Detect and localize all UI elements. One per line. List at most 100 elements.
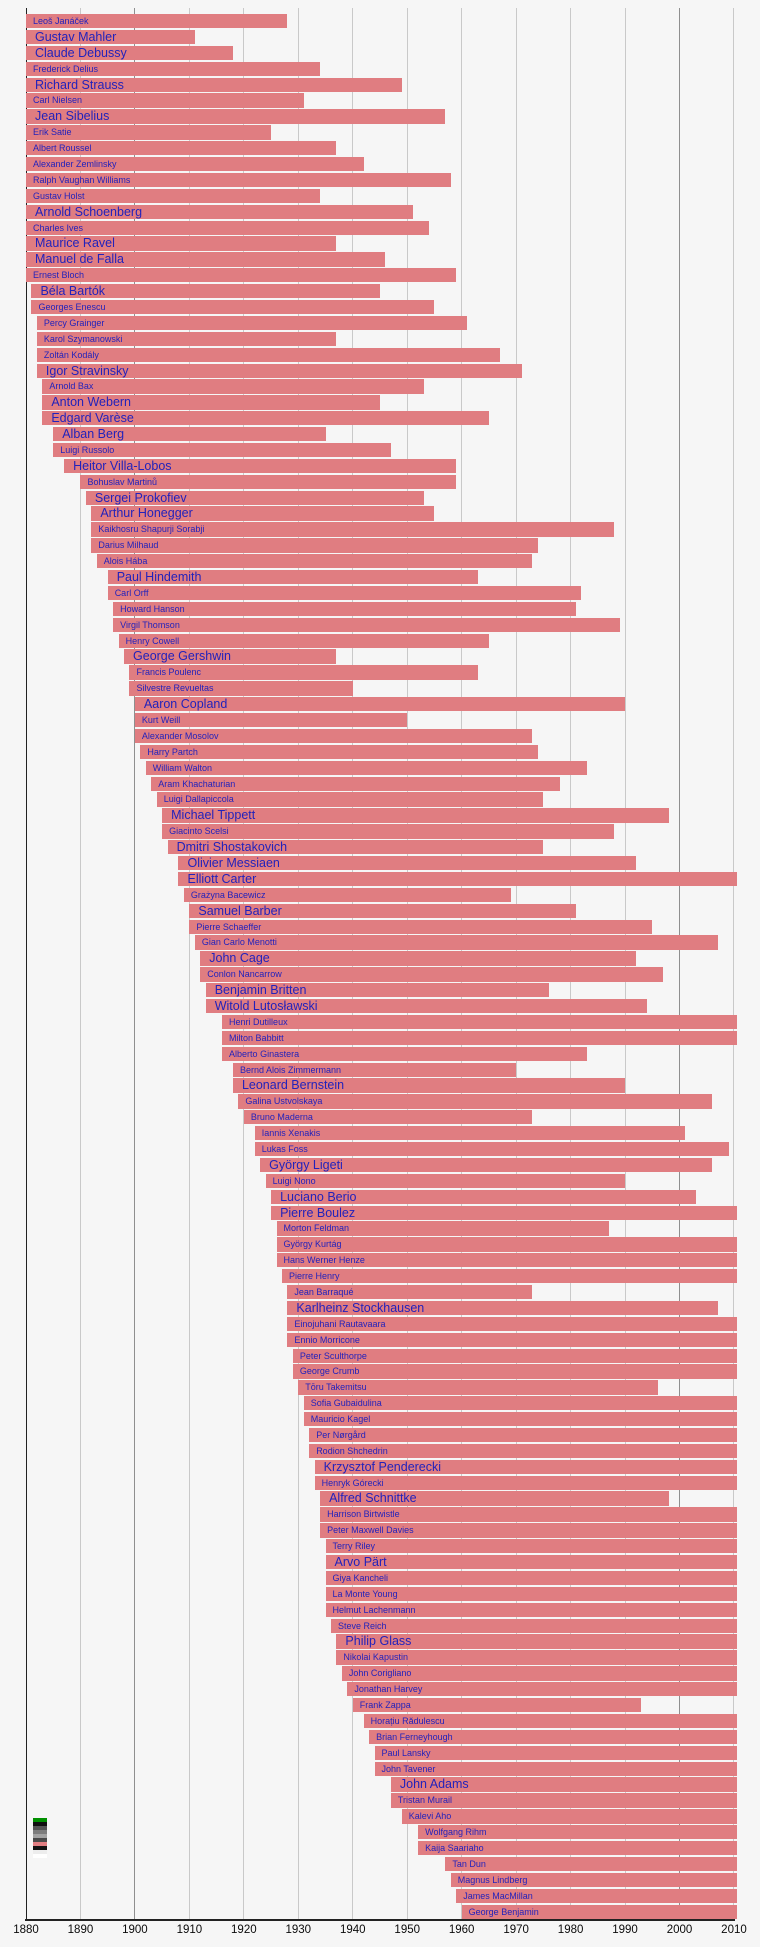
composer-name-link[interactable]: Kaija Saariaho: [425, 1843, 484, 1853]
composer-name-link[interactable]: Peter Sculthorpe: [299, 1350, 367, 1361]
composer-name-link[interactable]: La Monte Young: [332, 1588, 398, 1599]
composer-name-link[interactable]: Henri Dutilleux: [229, 1016, 288, 1027]
composer-name-link[interactable]: John Tavener: [381, 1763, 436, 1774]
composer-name-link[interactable]: Carl Nielsen: [33, 95, 83, 106]
composer-name-link[interactable]: Ennio Morricone: [294, 1334, 360, 1345]
composer-name-link[interactable]: Benjamin Britten: [214, 983, 307, 998]
composer-name-link[interactable]: Grażyna Bacewicz: [190, 889, 266, 900]
composer-name-link[interactable]: Ralph Vaughan Williams: [33, 174, 131, 185]
composer-name-link[interactable]: Percy Grainger: [43, 317, 105, 328]
composer-name-link[interactable]: Samuel Barber: [198, 903, 282, 918]
composer-name-link[interactable]: Steve Reich: [337, 1620, 387, 1631]
composer-name-link[interactable]: Einojuhani Rautavaara: [294, 1318, 386, 1329]
composer-name-link[interactable]: Alfred Schnittke: [329, 1491, 417, 1506]
composer-name-link[interactable]: Dmitri Shostakovich: [176, 840, 288, 855]
composer-name-link[interactable]: Arvo Pärt: [334, 1555, 387, 1570]
composer-name-link[interactable]: George Crumb: [299, 1366, 360, 1377]
composer-name-link[interactable]: Krzysztof Penderecki: [323, 1459, 442, 1474]
composer-name-link[interactable]: Carl Orff: [114, 587, 149, 598]
composer-name-link[interactable]: Horațiu Rădulescu: [370, 1715, 445, 1726]
composer-name-link[interactable]: Luigi Russolo: [60, 444, 115, 455]
composer-name-link[interactable]: Luigi Nono: [272, 1175, 316, 1186]
composer-name-link[interactable]: Per Nørgård: [316, 1429, 366, 1440]
composer-name-link[interactable]: Erik Satie: [33, 127, 72, 138]
composer-name-link[interactable]: Arnold Schoenberg: [35, 204, 143, 219]
composer-name-link[interactable]: Edgard Varèse: [51, 411, 134, 426]
composer-name-link[interactable]: Claude Debussy: [35, 45, 127, 60]
composer-name-link[interactable]: Mauricio Kagel: [310, 1414, 371, 1425]
composer-name-link[interactable]: Arnold Bax: [49, 381, 94, 392]
composer-name-link[interactable]: Howard Hanson: [120, 603, 185, 614]
composer-name-link[interactable]: Peter Maxwell Davies: [327, 1525, 414, 1536]
composer-name-link[interactable]: Richard Strauss: [35, 77, 124, 92]
composer-name-link[interactable]: George Benjamin: [468, 1906, 539, 1917]
composer-name-link[interactable]: Harry Partch: [147, 746, 198, 757]
composer-name-link[interactable]: Galina Ustvolskaya: [245, 1096, 323, 1107]
composer-name-link[interactable]: Hans Werner Henze: [283, 1255, 365, 1266]
composer-name-link[interactable]: Magnus Lindberg: [457, 1874, 528, 1885]
composer-name-link[interactable]: Paul Lansky: [381, 1747, 431, 1758]
composer-name-link[interactable]: Elliott Carter: [187, 871, 257, 886]
composer-name-link[interactable]: Tristan Murail: [397, 1795, 453, 1806]
composer-name-link[interactable]: Brian Ferneyhough: [376, 1731, 453, 1742]
composer-name-link[interactable]: Zoltán Kodály: [43, 349, 99, 360]
composer-name-link[interactable]: Alexander Zemlinsky: [33, 158, 117, 169]
composer-name-link[interactable]: Pierre Schaeffer: [196, 921, 262, 932]
composer-name-link[interactable]: Ernest Bloch: [33, 270, 85, 281]
composer-name-link[interactable]: Aram Khachaturian: [158, 778, 236, 789]
composer-name-link[interactable]: Morton Feldman: [283, 1223, 350, 1234]
composer-name-link[interactable]: Tan Dun: [452, 1858, 486, 1869]
composer-name-link[interactable]: Aaron Copland: [143, 697, 228, 712]
composer-name-link[interactable]: Helmut Lachenmann: [332, 1604, 416, 1615]
composer-name-link[interactable]: Luciano Berio: [280, 1189, 357, 1204]
composer-name-link[interactable]: Giya Kancheli: [332, 1572, 389, 1583]
composer-name-link[interactable]: Leonard Bernstein: [241, 1078, 345, 1093]
composer-name-link[interactable]: Jonathan Harvey: [354, 1684, 423, 1695]
composer-name-link[interactable]: Albert Roussel: [33, 143, 92, 154]
composer-name-link[interactable]: Sofia Gubaidulina: [310, 1398, 382, 1409]
composer-name-link[interactable]: Olivier Messiaen: [187, 856, 280, 870]
composer-name-link[interactable]: Bohuslav Martinů: [87, 476, 157, 487]
composer-name-link[interactable]: Witold Lutosławski: [214, 998, 318, 1013]
composer-name-link[interactable]: Rodion Shchedrin: [316, 1445, 388, 1456]
composer-name-link[interactable]: Jean Barraqué: [294, 1286, 354, 1297]
composer-name-link[interactable]: Lukas Foss: [261, 1143, 308, 1154]
composer-name-link[interactable]: Kalevi Aho: [408, 1811, 452, 1822]
composer-name-link[interactable]: Jean Sibelius: [35, 109, 110, 124]
composer-name-link[interactable]: Henryk Górecki: [321, 1477, 384, 1488]
composer-name-link[interactable]: Virgil Thomson: [120, 619, 180, 630]
composer-name-link[interactable]: Giacinto Scelsi: [169, 826, 229, 837]
composer-name-link[interactable]: Pierre Henry: [288, 1271, 340, 1282]
composer-name-link[interactable]: Heitor Villa-Lobos: [73, 458, 172, 473]
composer-name-link[interactable]: Georges Enescu: [38, 301, 106, 312]
composer-name-link[interactable]: Milton Babbitt: [229, 1032, 284, 1043]
composer-name-link[interactable]: Manuel de Falla: [35, 252, 124, 267]
composer-name-link[interactable]: Conlon Nancarrow: [207, 969, 282, 980]
composer-name-link[interactable]: Iannis Xenakis: [261, 1128, 321, 1139]
composer-name-link[interactable]: Béla Bartók: [40, 284, 106, 299]
composer-name-link[interactable]: Alban Berg: [62, 427, 125, 442]
composer-name-link[interactable]: Charles Ives: [33, 222, 84, 233]
composer-name-link[interactable]: Gustav Holst: [33, 190, 85, 201]
composer-name-link[interactable]: Karol Szymanowski: [43, 333, 123, 344]
composer-name-link[interactable]: Igor Stravinsky: [45, 363, 129, 378]
composer-name-link[interactable]: Maurice Ravel: [35, 236, 115, 251]
composer-name-link[interactable]: Henry Cowell: [125, 635, 180, 646]
composer-name-link[interactable]: Paul Hindemith: [116, 570, 202, 585]
composer-name-link[interactable]: György Kurtág: [283, 1239, 342, 1250]
composer-name-link[interactable]: Arthur Honegger: [100, 506, 193, 521]
composer-name-link[interactable]: James MacMillan: [463, 1890, 533, 1901]
composer-name-link[interactable]: Terry Riley: [332, 1541, 376, 1552]
composer-name-link[interactable]: Luigi Dallapiccola: [163, 794, 234, 805]
composer-name-link[interactable]: George Gershwin: [133, 649, 231, 664]
composer-name-link[interactable]: Darius Milhaud: [98, 540, 159, 551]
composer-name-link[interactable]: Tōru Takemitsu: [305, 1382, 367, 1393]
composer-name-link[interactable]: Nikolai Kapustin: [343, 1652, 408, 1663]
composer-name-link[interactable]: Bruno Maderna: [250, 1112, 313, 1123]
composer-name-link[interactable]: Leoš Janáček: [33, 16, 89, 26]
composer-name-link[interactable]: Wolfgang Rihm: [425, 1827, 487, 1838]
composer-name-link[interactable]: Alexander Mosolov: [141, 730, 219, 741]
composer-name-link[interactable]: Kurt Weill: [141, 715, 181, 726]
composer-name-link[interactable]: Alberto Ginastera: [229, 1048, 300, 1059]
composer-name-link[interactable]: Anton Webern: [51, 395, 132, 410]
